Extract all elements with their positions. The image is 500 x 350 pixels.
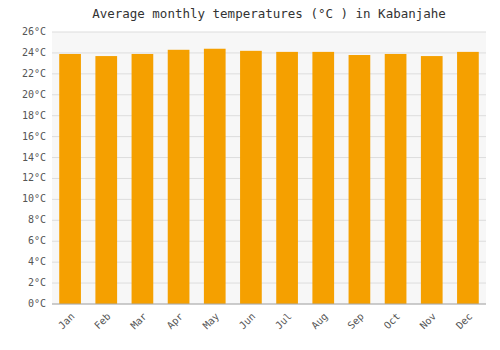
chart-container: 0°C 2°C 4°C 6°C 8°C 10°C 12°C 14°C 16°C 18°C 20°C 2… <box>0 0 500 350</box>
x-tick-label: Sep <box>345 311 366 332</box>
y-tick-label: 10°C <box>22 193 46 204</box>
x-tick-label: Jun <box>237 311 258 332</box>
bar <box>95 56 117 304</box>
y-tick-label: 26°C <box>22 26 46 37</box>
title: Average monthly temperatures (°C ) in Ka… <box>92 6 446 21</box>
bar <box>385 54 407 304</box>
y-tick-label: 8°C <box>28 214 46 225</box>
bar <box>312 52 334 304</box>
grid-line <box>52 304 486 305</box>
chart: 0°C 2°C 4°C 6°C 8°C 10°C 12°C 14°C 16°C 18°C 20°C 2… <box>0 0 500 350</box>
x-axis-line <box>52 304 486 305</box>
y-tick-label: 20°C <box>22 89 46 100</box>
plot-background <box>52 32 486 304</box>
bar <box>168 50 190 304</box>
bar <box>240 51 262 304</box>
bar <box>59 54 81 304</box>
y-tick-label: 14°C <box>22 152 46 163</box>
bars <box>59 49 479 304</box>
y-axis: 0°C 2°C 4°C 6°C 8°C 10°C 12°C 14°C 16°C 18°C 20°C 2… <box>22 26 486 309</box>
grid-line <box>52 32 486 33</box>
bar <box>204 49 226 304</box>
y-tick-label: 16°C <box>22 131 46 142</box>
y-tick-label: 12°C <box>22 172 46 183</box>
x-tick-label: Jan <box>56 311 77 332</box>
x-tick-label: Mar <box>128 311 149 332</box>
y-tick-label: 18°C <box>22 110 46 121</box>
bar <box>349 55 371 304</box>
y-tick-label: 24°C <box>22 47 46 58</box>
x-tick-label: Nov <box>418 311 439 332</box>
x-tick-label: Aug <box>309 311 330 332</box>
bar <box>276 52 298 304</box>
x-tick-label: May <box>201 311 222 332</box>
x-tick-label: Feb <box>92 311 113 332</box>
x-axis: Jan Feb Mar Apr May Jun Jul Aug Sep Oct Nov Dec <box>52 304 486 331</box>
x-tick-label: Jul <box>273 311 294 332</box>
x-tick-label: Dec <box>454 311 475 332</box>
bar <box>457 52 479 304</box>
y-tick-label: 4°C <box>28 256 46 267</box>
x-tick-label: Oct <box>382 311 403 332</box>
y-tick-label: 0°C <box>28 298 46 309</box>
x-tick-label: Apr <box>165 311 186 332</box>
bar <box>421 56 443 304</box>
y-tick-label: 2°C <box>28 277 46 288</box>
grid-line <box>52 52 486 53</box>
y-tick-label: 22°C <box>22 68 46 79</box>
bar <box>132 54 154 304</box>
y-tick-label: 6°C <box>28 235 46 246</box>
